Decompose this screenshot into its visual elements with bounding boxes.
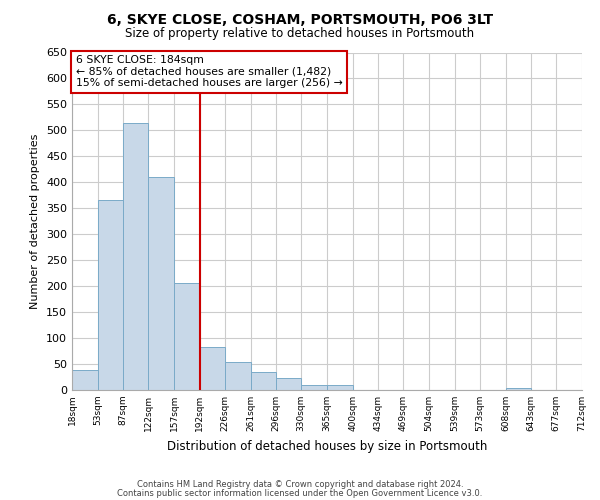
Bar xyxy=(582,388,600,390)
Text: 6 SKYE CLOSE: 184sqm
← 85% of detached houses are smaller (1,482)
15% of semi-de: 6 SKYE CLOSE: 184sqm ← 85% of detached h… xyxy=(76,55,343,88)
Text: Contains HM Land Registry data © Crown copyright and database right 2024.: Contains HM Land Registry data © Crown c… xyxy=(137,480,463,489)
Bar xyxy=(174,282,200,390)
Text: Contains public sector information licensed under the Open Government Licence v3: Contains public sector information licen… xyxy=(118,488,482,498)
Text: 6, SKYE CLOSE, COSHAM, PORTSMOUTH, PO6 3LT: 6, SKYE CLOSE, COSHAM, PORTSMOUTH, PO6 3… xyxy=(107,12,493,26)
Bar xyxy=(98,200,123,390)
Y-axis label: Number of detached properties: Number of detached properties xyxy=(31,134,40,309)
Bar xyxy=(148,177,174,390)
Bar xyxy=(327,385,353,390)
Bar xyxy=(251,372,276,390)
Bar xyxy=(506,388,531,390)
Text: Size of property relative to detached houses in Portsmouth: Size of property relative to detached ho… xyxy=(125,28,475,40)
X-axis label: Distribution of detached houses by size in Portsmouth: Distribution of detached houses by size … xyxy=(167,440,487,452)
Bar xyxy=(276,378,301,390)
Bar xyxy=(225,362,251,390)
Bar xyxy=(123,122,148,390)
Bar xyxy=(301,385,327,390)
Bar xyxy=(72,370,98,390)
Bar xyxy=(200,347,225,390)
